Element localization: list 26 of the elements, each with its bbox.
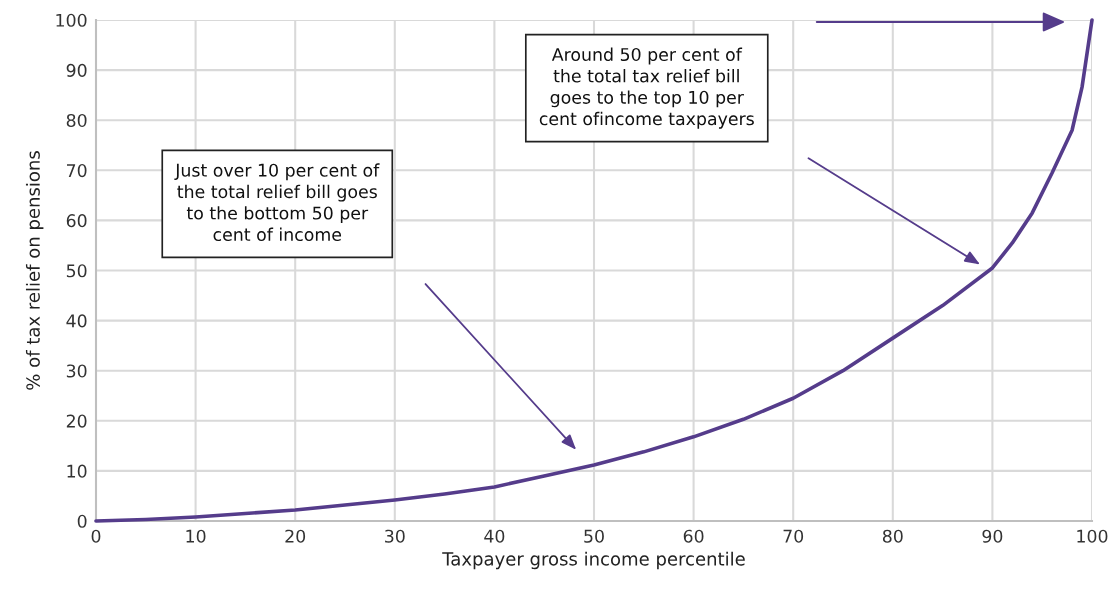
y-tick-label: 0 [77,514,87,528]
y-tick-label: 20 [66,414,87,428]
y-tick-label: 60 [66,214,87,228]
x-tick-label: 0 [91,529,101,543]
x-tick-label: 20 [285,529,306,543]
y-tick-label: 30 [66,364,87,378]
x-tick-label: 30 [385,529,405,543]
x-tick-label: 50 [584,529,604,543]
x-tick-label: 60 [683,529,704,543]
y-tick-label: 40 [66,314,87,328]
x-tick-label: 40 [484,529,505,543]
y-tick-label: 50 [66,264,87,278]
y-axis-title: % of tax relief on pensions [25,151,44,390]
annotation: Just over 10 per cent of the total relief bill goes to the bottom 50 per cent of income [174,163,380,242]
y-tick-label: 10 [67,464,87,478]
x-tick-label: 80 [882,529,903,543]
x-tick-label: 70 [783,529,804,543]
annotation: Around 50 per cent of the total tax relief bill goes to the top 10 per cent ofincome taxpayers [539,47,754,129]
x-tick-label: 10 [186,529,206,543]
x-tick-label: 90 [982,529,1003,543]
y-tick-label: 100 [56,13,87,27]
x-tick-label: 100 [1077,529,1108,543]
y-tick-label: 90 [66,63,87,77]
y-tick-label: 70 [67,164,87,178]
x-axis-title: Taxpayer gross income percentile [442,551,745,570]
y-tick-label: 80 [66,113,87,128]
